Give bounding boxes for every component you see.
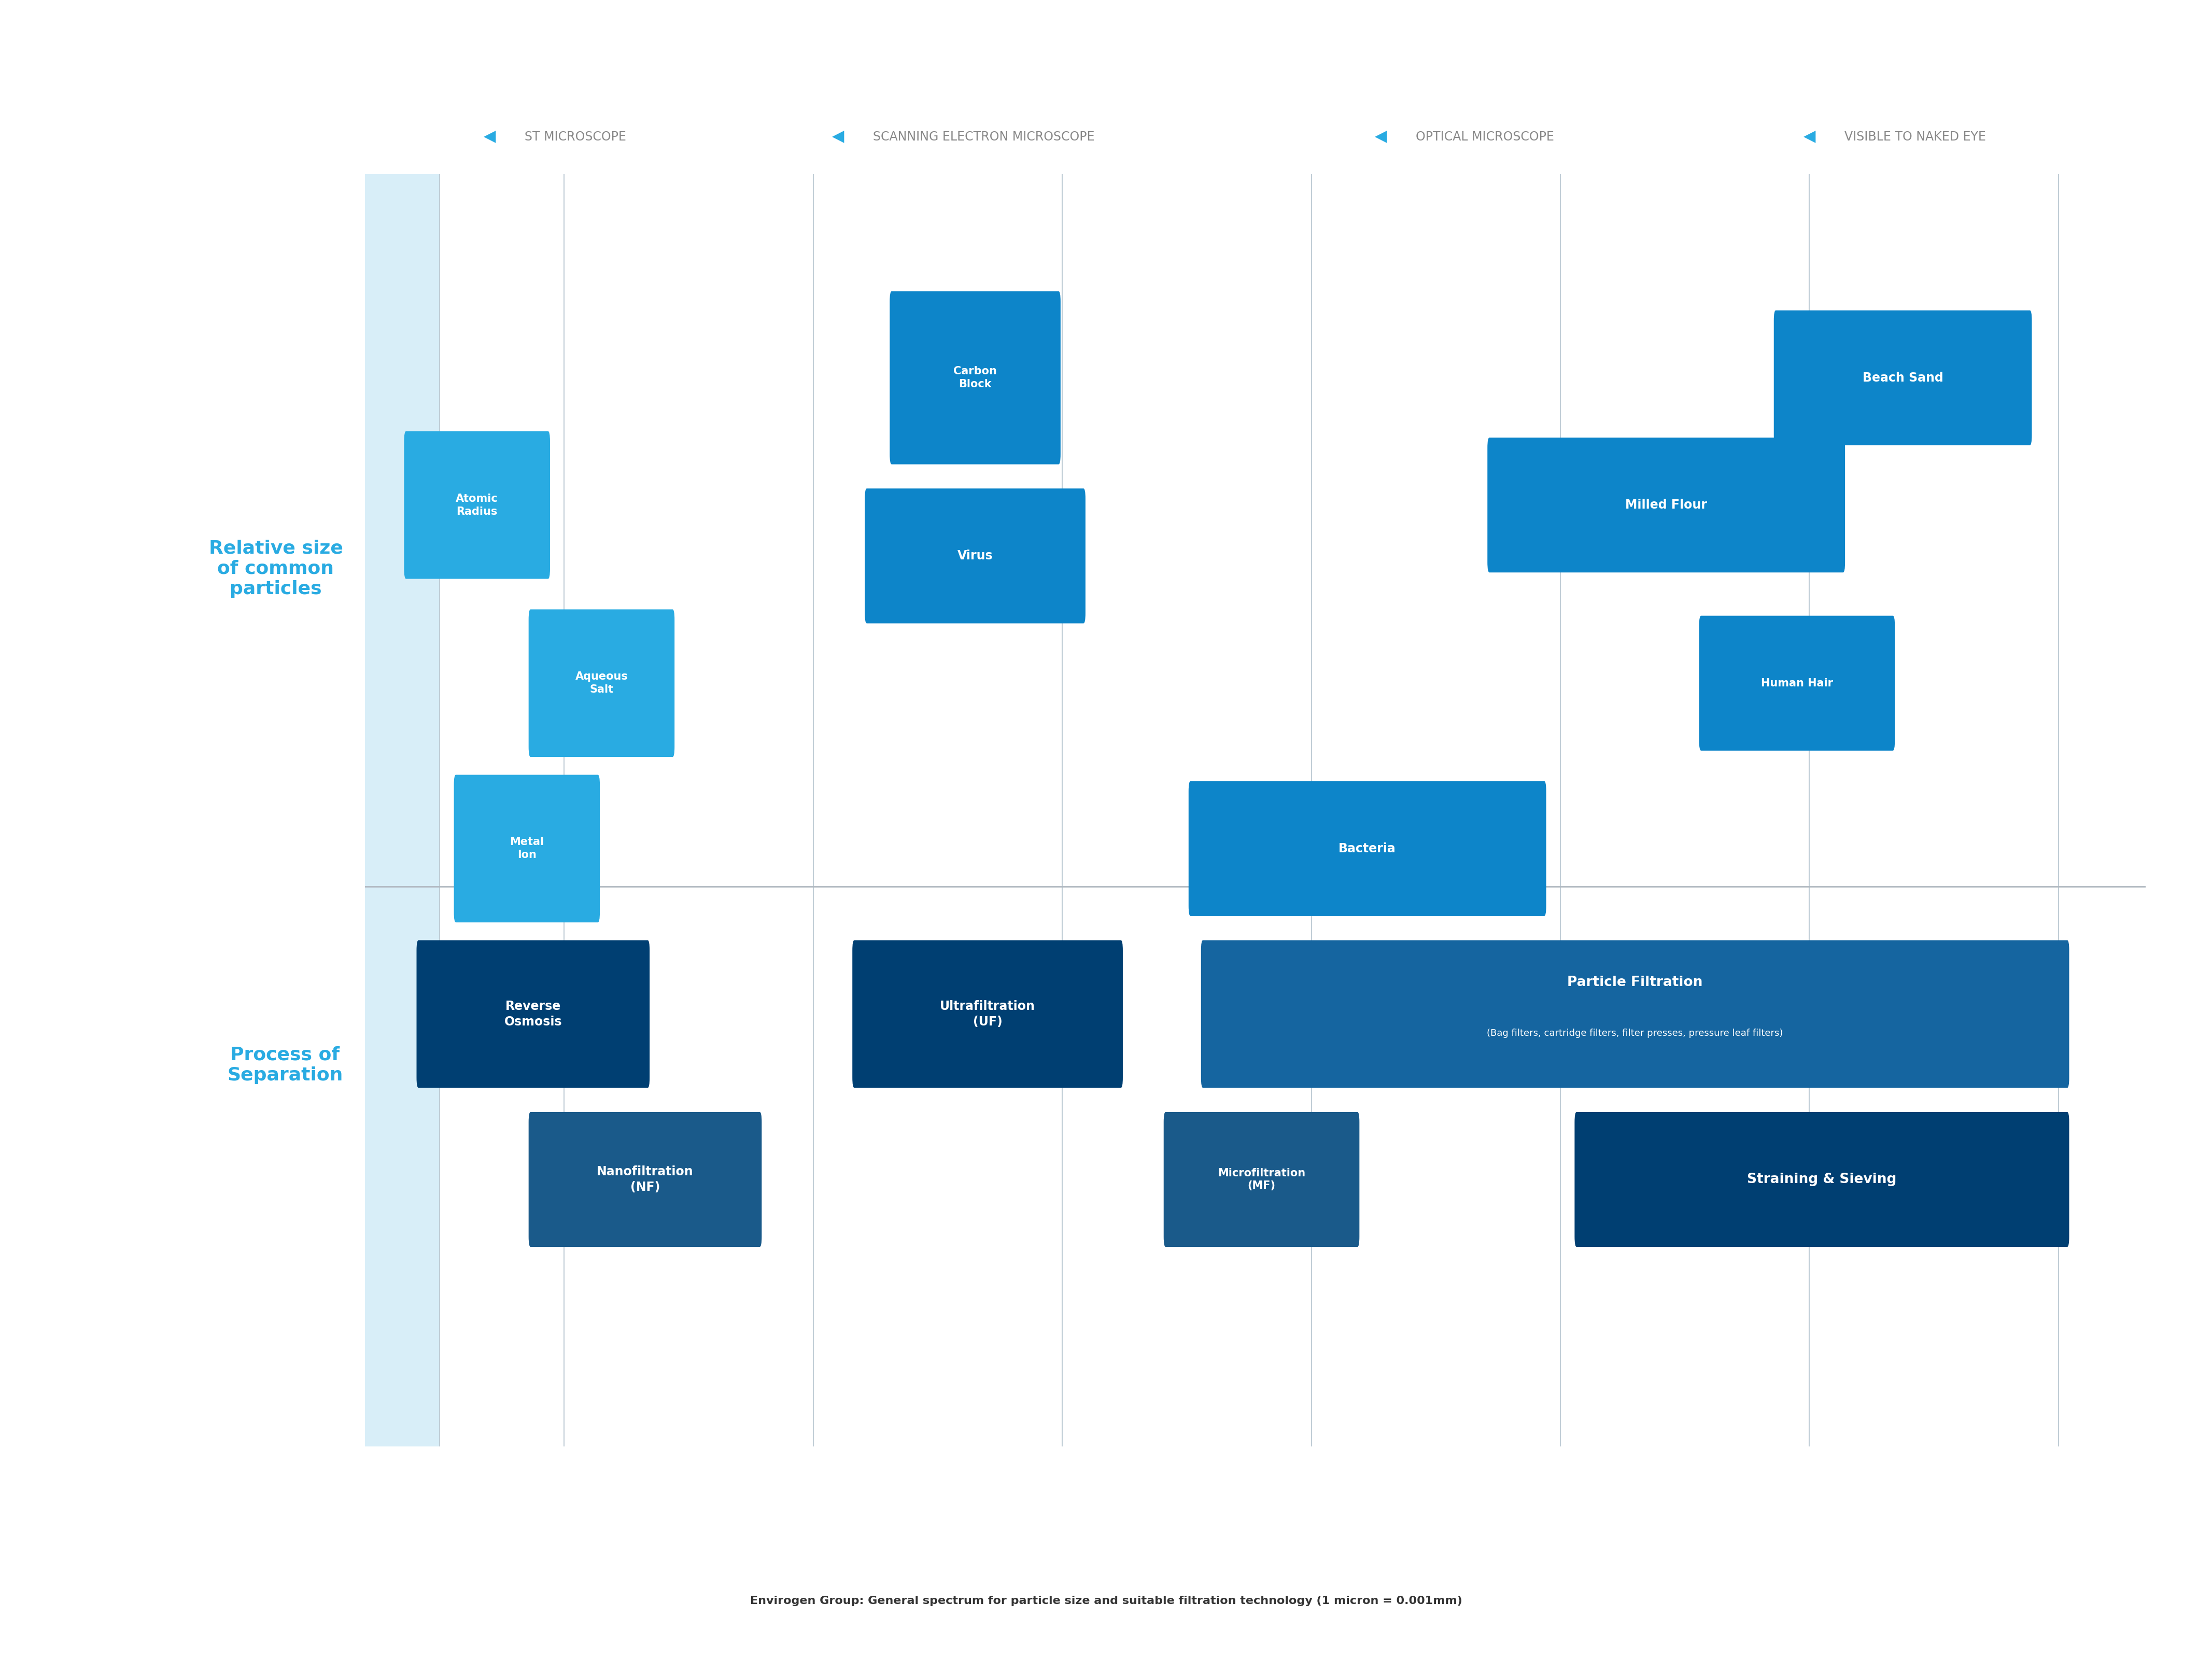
Text: MICRONS: MICRONS (409, 1480, 473, 1493)
Text: 0: 0 (436, 1480, 445, 1493)
Text: Metal
Ion: Metal Ion (509, 838, 544, 861)
Text: OPTICAL MICROSCOPE: OPTICAL MICROSCOPE (1416, 131, 1555, 143)
Text: Human Hair: Human Hair (1761, 679, 1834, 688)
Text: Atomic
Radius: Atomic Radius (456, 493, 498, 516)
Text: Bacteria: Bacteria (1338, 843, 1396, 854)
Text: SCANNING ELECTRON MICROSCOPE: SCANNING ELECTRON MICROSCOPE (874, 131, 1095, 143)
Text: Relative size
of common
particles: Relative size of common particles (208, 539, 343, 597)
Text: 1.0: 1.0 (1301, 1480, 1323, 1493)
FancyBboxPatch shape (1201, 941, 2068, 1088)
FancyBboxPatch shape (1575, 1112, 2068, 1248)
Text: Beach Sand: Beach Sand (1863, 372, 1942, 383)
Text: .01: .01 (801, 1480, 825, 1493)
FancyBboxPatch shape (1774, 310, 2033, 445)
FancyBboxPatch shape (453, 775, 599, 922)
Text: Microfiltration
(MF): Microfiltration (MF) (1217, 1168, 1305, 1191)
FancyBboxPatch shape (889, 292, 1060, 465)
Text: 10.0: 10.0 (1544, 1480, 1577, 1493)
FancyBboxPatch shape (416, 941, 650, 1088)
Text: 100.0: 100.0 (1790, 1480, 1829, 1493)
Text: ◀: ◀ (1803, 129, 1816, 144)
FancyBboxPatch shape (405, 431, 551, 579)
Text: Ultrafiltration
(UF): Ultrafiltration (UF) (940, 1000, 1035, 1029)
FancyBboxPatch shape (1188, 781, 1546, 916)
Text: Nanofiltration
(NF): Nanofiltration (NF) (597, 1166, 695, 1193)
Text: Milled Flour: Milled Flour (1626, 499, 1708, 511)
Text: Process of
Separation: Process of Separation (228, 1045, 343, 1083)
Text: .001: .001 (549, 1480, 580, 1493)
Text: Aqueous
Salt: Aqueous Salt (575, 672, 628, 695)
Text: ST MICROSCOPE: ST MICROSCOPE (524, 131, 626, 143)
FancyBboxPatch shape (865, 488, 1086, 624)
Text: ◀: ◀ (484, 129, 495, 144)
FancyBboxPatch shape (852, 941, 1124, 1088)
Text: VISIBLE TO NAKED EYE: VISIBLE TO NAKED EYE (1845, 131, 1986, 143)
Text: Carbon
Block: Carbon Block (953, 367, 998, 390)
FancyBboxPatch shape (1486, 438, 1845, 572)
Text: Virus: Virus (958, 549, 993, 562)
Text: ◀: ◀ (832, 129, 845, 144)
Text: Envirogen Group: General spectrum for particle size and suitable filtration tech: Envirogen Group: General spectrum for pa… (750, 1596, 1462, 1606)
Text: (Bag filters, cartridge filters, filter presses, pressure leaf filters): (Bag filters, cartridge filters, filter … (1486, 1029, 1783, 1039)
Text: .1: .1 (1055, 1480, 1068, 1493)
FancyBboxPatch shape (365, 174, 440, 1447)
FancyBboxPatch shape (1164, 1112, 1360, 1248)
FancyBboxPatch shape (1699, 615, 1896, 750)
Text: ◀: ◀ (1376, 129, 1387, 144)
Text: Reverse
Osmosis: Reverse Osmosis (504, 1000, 562, 1029)
FancyBboxPatch shape (529, 1112, 761, 1248)
Text: Straining & Sieving: Straining & Sieving (1747, 1173, 1896, 1186)
Text: Particle Filtration: Particle Filtration (1568, 975, 1703, 989)
FancyBboxPatch shape (529, 609, 675, 757)
Text: 1000.0: 1000.0 (2033, 1480, 2084, 1493)
